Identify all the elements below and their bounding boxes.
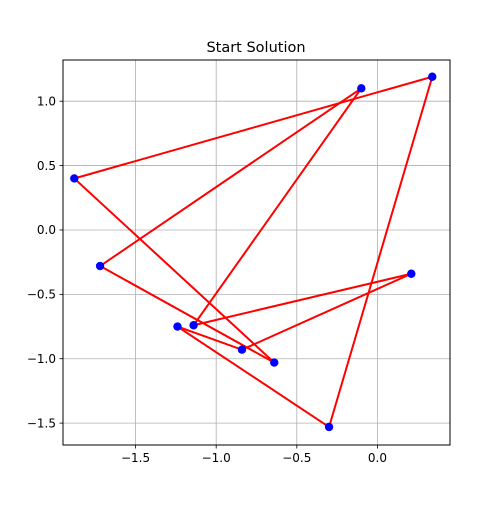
route-segment — [98, 86, 363, 268]
route-segment — [73, 75, 434, 180]
y-tick-label: −0.5 — [27, 288, 56, 302]
grid — [63, 60, 450, 445]
y-tick-label: 0.5 — [37, 159, 56, 173]
x-tick-label: −0.5 — [282, 451, 311, 465]
route-segment — [192, 86, 363, 327]
route-segment — [176, 325, 244, 351]
route-segment — [72, 177, 276, 365]
data-point — [270, 358, 279, 367]
data-point — [324, 422, 334, 432]
axis-ticks: −1.5 −1.0 −0.5 0.0 1.0 0.5 0.0 −0.5 −1.0 −1.5 — [27, 94, 387, 465]
x-tick-label: −1.0 — [202, 451, 231, 465]
data-point — [237, 345, 247, 354]
data-point — [189, 321, 198, 330]
y-tick-label: −1.5 — [27, 416, 56, 430]
data-point — [95, 261, 105, 271]
data-point — [357, 84, 366, 93]
y-tick-label: 1.0 — [37, 94, 56, 108]
x-tick-label: 0.0 — [368, 451, 387, 465]
route-segment — [240, 272, 413, 352]
route-segment — [327, 75, 434, 429]
chart-title: Start Solution — [206, 40, 305, 56]
x-tick-label: −1.5 — [121, 451, 150, 465]
data-points — [70, 72, 437, 432]
data-point — [173, 322, 182, 331]
data-point — [70, 174, 79, 183]
plot-frame — [62, 59, 451, 446]
route-segment — [98, 264, 276, 364]
y-tick-label: 0.0 — [37, 223, 56, 237]
route-segment — [192, 272, 413, 327]
route-lines — [72, 75, 434, 429]
data-point — [428, 72, 437, 81]
route-segment — [176, 325, 331, 429]
y-tick-label: −1.0 — [27, 352, 56, 366]
data-point — [407, 269, 416, 278]
